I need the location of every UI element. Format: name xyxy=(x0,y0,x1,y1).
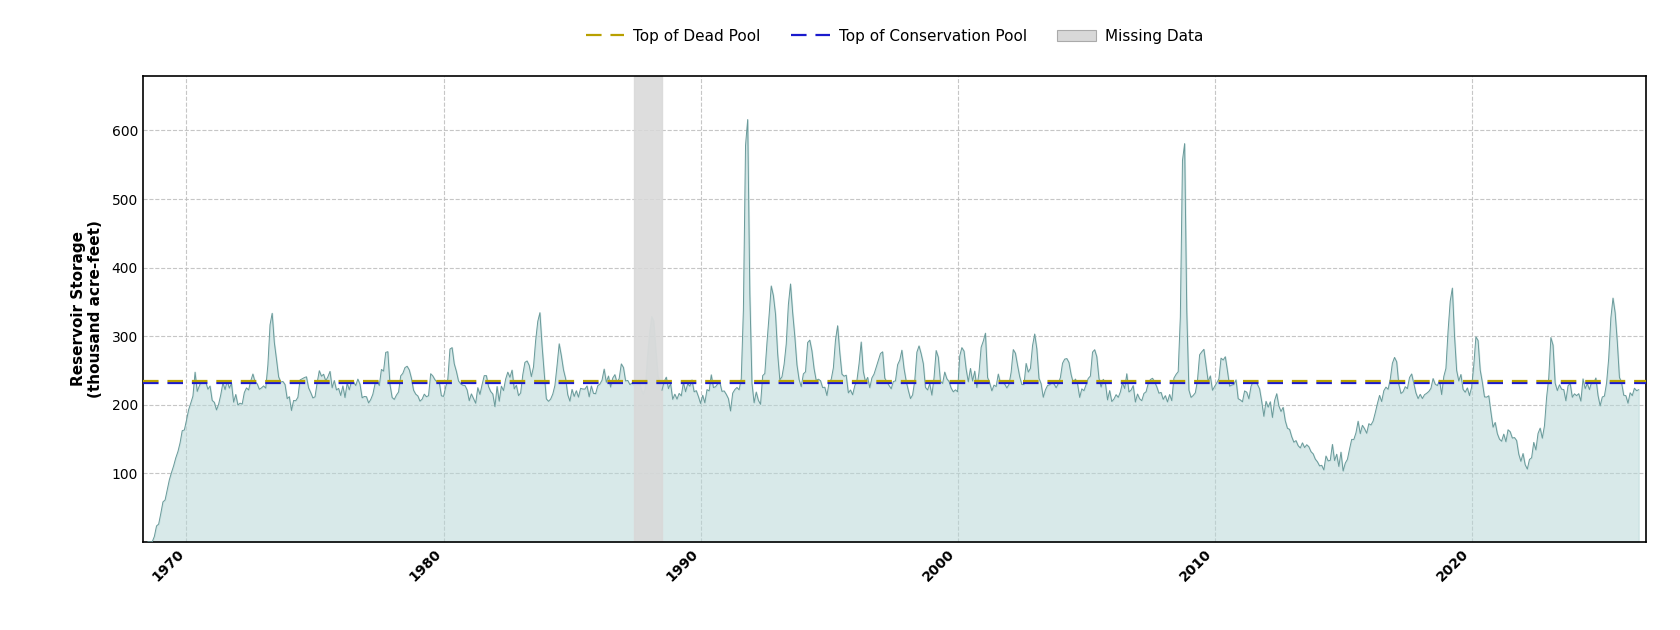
Bar xyxy=(633,76,662,542)
Legend: Top of Dead Pool, Top of Conservation Pool, Missing Data: Top of Dead Pool, Top of Conservation Po… xyxy=(580,23,1210,50)
Y-axis label: Reservoir Storage
(thousand acre-feet): Reservoir Storage (thousand acre-feet) xyxy=(71,220,102,398)
